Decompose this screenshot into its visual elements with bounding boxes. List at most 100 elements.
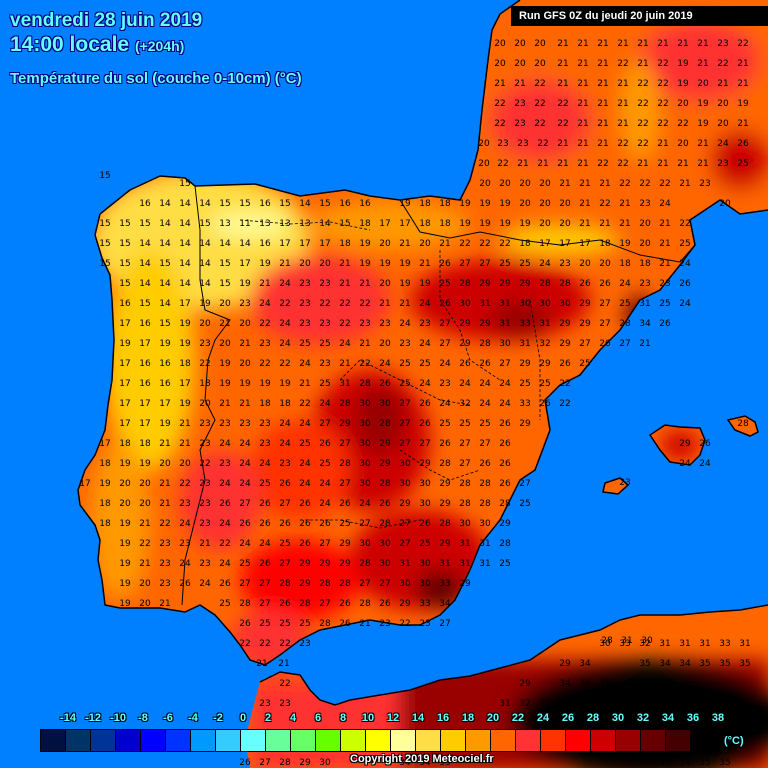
temperature-value: 20: [159, 459, 171, 469]
temperature-value: 21: [619, 199, 630, 209]
temperature-value: 15: [199, 219, 210, 229]
temperature-value: 19: [259, 379, 271, 389]
temperature-value: 23: [199, 499, 210, 509]
temperature-value: 11: [239, 219, 250, 229]
legend-tick: 32: [636, 712, 650, 724]
temperature-value: 20: [539, 199, 551, 209]
temperature-value: 27: [479, 259, 490, 269]
temperature-value: 19: [199, 299, 211, 309]
temperature-value: 19: [419, 279, 431, 289]
temperature-value: 24: [619, 279, 631, 289]
temperature-value: 29: [519, 359, 531, 369]
legend-swatch: [341, 730, 366, 751]
temperature-value: 27: [319, 419, 330, 429]
copyright: Copyright 2019 Meteociel.fr: [350, 753, 494, 765]
temperature-value: 17: [119, 379, 130, 389]
temperature-value: 23: [319, 319, 330, 329]
temperature-value: 22: [159, 519, 170, 529]
temperature-value: 18: [139, 439, 151, 449]
temperature-value: 20: [539, 179, 551, 189]
legend-swatch: [66, 730, 91, 751]
temperature-value: 24: [279, 279, 291, 289]
temperature-value: 30: [319, 758, 331, 768]
legend-swatch: [616, 730, 641, 751]
temperature-value: 21: [537, 159, 548, 169]
temperature-value: 22: [479, 239, 490, 249]
temperature-value: 27: [279, 499, 290, 509]
temperature-value: 16: [139, 319, 151, 329]
temperature-value: 14: [239, 239, 251, 249]
temperature-value: 30: [379, 539, 391, 549]
temperature-value: 26: [339, 499, 351, 509]
temperature-value: 23: [359, 319, 370, 329]
temperature-value: 22: [617, 159, 628, 169]
temperature-value: 23: [199, 559, 210, 569]
temperature-value: 22: [617, 139, 628, 149]
temperature-value: 25: [519, 499, 530, 509]
temperature-value: 24: [279, 319, 291, 329]
temperature-value: 23: [259, 439, 270, 449]
temperature-value: 20: [139, 499, 151, 509]
legend-tick: 12: [386, 712, 400, 724]
temperature-value: 17: [399, 219, 410, 229]
temperature-value: 21: [339, 359, 350, 369]
temperature-value: 29: [499, 279, 511, 289]
temperature-value: 31: [621, 636, 632, 646]
temperature-value: 21: [179, 439, 190, 449]
temperature-value: 22: [239, 639, 250, 649]
temperature-value: 29: [519, 419, 531, 429]
temperature-value: 23: [497, 139, 508, 149]
temperature-value: 14: [159, 239, 171, 249]
temperature-value: 26: [339, 619, 351, 629]
temperature-value: 19: [239, 279, 251, 289]
temperature-value: 15: [319, 199, 330, 209]
temperature-value: 18: [419, 219, 431, 229]
temperature-value: 15: [239, 199, 250, 209]
temperature-value: 19: [399, 259, 411, 269]
temperature-value: 20: [379, 339, 391, 349]
temperature-value: 30: [419, 559, 431, 569]
temperature-value: 30: [419, 579, 431, 589]
temperature-value: 20: [599, 259, 611, 269]
temperature-value: 24: [499, 399, 511, 409]
temperature-value: 30: [539, 299, 551, 309]
temperature-value: 23: [319, 359, 330, 369]
temperature-value: 24: [439, 359, 451, 369]
temperature-value: 23: [279, 459, 290, 469]
temperature-value: 30: [359, 539, 371, 549]
legend-swatch: [366, 730, 391, 751]
temperature-value: 24: [259, 299, 271, 309]
temperature-value: 24: [319, 479, 331, 489]
temperature-value: 19: [119, 599, 131, 609]
color-legend: [40, 729, 716, 752]
temperature-value: 34: [639, 319, 651, 329]
temperature-value: 22: [657, 79, 668, 89]
temperature-value: 26: [479, 359, 491, 369]
temperature-value: 20: [179, 459, 191, 469]
temperature-value: 35: [739, 659, 750, 669]
temperature-value: 29: [399, 499, 411, 509]
temperature-value: 27: [579, 339, 590, 349]
legend-tick: 20: [486, 712, 500, 724]
model-run-banner: Run GFS 0Z du jeudi 20 juin 2019: [511, 6, 768, 26]
temperature-value: 23: [299, 319, 310, 329]
temperature-value: 19: [459, 199, 471, 209]
temperature-value: 26: [319, 439, 331, 449]
temperature-value: 21: [579, 199, 590, 209]
temperature-value: 25: [579, 359, 590, 369]
temperature-value: 28: [359, 559, 371, 569]
temperature-value: 24: [717, 139, 729, 149]
temperature-value: 29: [439, 539, 451, 549]
temperature-value: 19: [399, 199, 411, 209]
temperature-value: 21: [639, 339, 650, 349]
temperature-value: 20: [519, 199, 531, 209]
legend-swatch: [641, 730, 666, 751]
legend-tick: 34: [661, 712, 675, 724]
temperature-value: 21: [577, 59, 588, 69]
temperature-value: 18: [99, 519, 111, 529]
temperature-value: 21: [659, 239, 670, 249]
temperature-value: 24: [299, 479, 311, 489]
legend-tick: 14: [411, 712, 425, 724]
temperature-value: 20: [639, 239, 651, 249]
temperature-value: 24: [299, 419, 311, 429]
